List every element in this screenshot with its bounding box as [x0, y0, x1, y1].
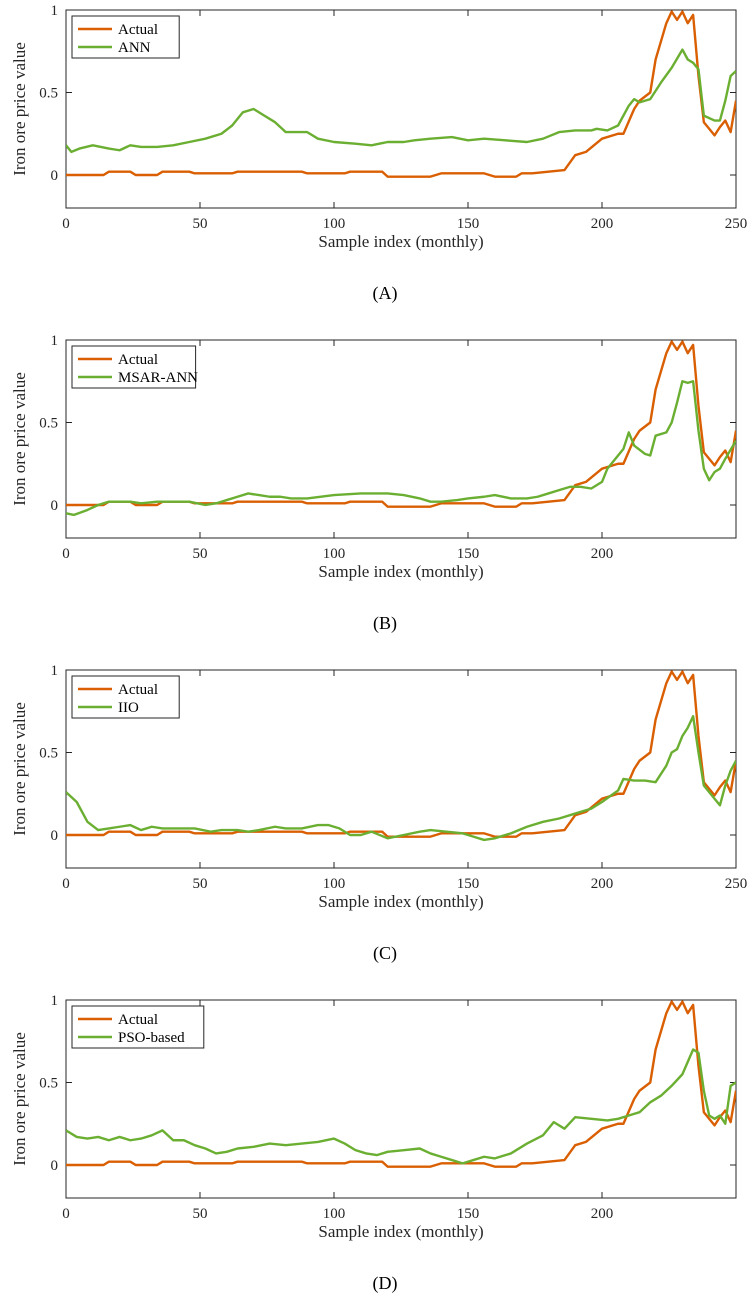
chart-panel: 0 50 100 150 200 250 0 0.5 1 Actual IIO Sample inde…	[10, 663, 747, 964]
legend-entry: ANN	[118, 40, 151, 56]
x-tick-label: 200	[591, 1206, 614, 1222]
panel-caption: (C)	[373, 943, 397, 964]
x-tick-label: 150	[457, 876, 480, 892]
legend-box	[71, 675, 180, 719]
legend: Actual MSAR-ANN	[71, 345, 198, 389]
x-tick-label: 50	[193, 216, 208, 232]
legend-entry: PSO-based	[118, 1030, 185, 1046]
x-tick-label: 0	[62, 876, 70, 892]
legend-box	[71, 15, 180, 59]
y-tick-label: 0.5	[39, 1076, 58, 1092]
series-line-actual	[66, 1000, 736, 1168]
y-tick-label: 1	[51, 333, 59, 349]
x-tick-label: 150	[457, 216, 480, 232]
legend-entry: Actual	[118, 1012, 158, 1028]
legend: Actual ANN	[71, 15, 180, 59]
x-tick-label: 100	[323, 546, 346, 562]
x-tick-label: 50	[193, 546, 208, 562]
x-tick-label: 100	[323, 216, 346, 232]
x-tick-label: 100	[323, 1206, 346, 1222]
series-line-pso-based	[66, 1048, 736, 1165]
panel-caption: (B)	[373, 613, 397, 634]
x-tick-label: 50	[193, 876, 208, 892]
y-axis-label: Iron ore price value	[10, 1032, 29, 1166]
x-axis-label: Sample index (monthly)	[318, 1222, 483, 1241]
legend-entry: Actual	[118, 352, 158, 368]
legend-entry: Actual	[118, 22, 158, 38]
series-line-msar-ann	[66, 380, 736, 517]
y-tick-label: 1	[51, 663, 59, 679]
legend-entry: Actual	[118, 682, 158, 698]
legend-box	[71, 1005, 205, 1049]
chart-panel: 0 50 100 150 200 250 0 0.5 1 Actual ANN Sample inde…	[10, 3, 747, 304]
series-line-iio	[66, 715, 736, 842]
y-tick-label: 0.5	[39, 746, 58, 762]
y-tick-label: 0	[51, 1158, 59, 1174]
y-tick-label: 0.5	[39, 86, 58, 102]
series-line-ann	[66, 48, 736, 154]
y-tick-label: 1	[51, 993, 59, 1009]
x-tick-label: 50	[193, 1206, 208, 1222]
legend: Actual IIO	[71, 675, 180, 719]
panel-caption: (A)	[373, 283, 398, 304]
legend: Actual PSO-based	[71, 1005, 205, 1049]
y-axis-label: Iron ore price value	[10, 702, 29, 836]
y-tick-label: 0.5	[39, 416, 58, 432]
x-axis-label: Sample index (monthly)	[318, 892, 483, 911]
x-tick-label: 0	[62, 1206, 70, 1222]
x-tick-label: 0	[62, 216, 70, 232]
y-axis-label: Iron ore price value	[10, 372, 29, 506]
legend-entry: IIO	[118, 700, 139, 716]
x-tick-label: 250	[725, 876, 748, 892]
series-line-actual	[66, 10, 736, 178]
legend-entry: MSAR-ANN	[118, 370, 198, 386]
legend-box	[71, 345, 197, 389]
y-tick-label: 0	[51, 168, 59, 184]
x-tick-label: 200	[591, 546, 614, 562]
chart-panel: 0 50 100 150 200 0 0.5 1 Actual MSAR-ANN Sample in…	[10, 333, 737, 634]
x-axis-label: Sample index (monthly)	[318, 232, 483, 251]
x-tick-label: 250	[725, 216, 748, 232]
panel-caption: (D)	[373, 1273, 398, 1294]
x-tick-label: 200	[591, 216, 614, 232]
series-line-actual	[66, 670, 736, 838]
y-tick-label: 1	[51, 3, 59, 19]
y-tick-label: 0	[51, 828, 59, 844]
y-axis-label: Iron ore price value	[10, 42, 29, 176]
x-tick-label: 0	[62, 546, 70, 562]
y-tick-label: 0	[51, 498, 59, 514]
x-tick-label: 150	[457, 546, 480, 562]
x-tick-label: 100	[323, 876, 346, 892]
chart-panel: 0 50 100 150 200 0 0.5 1 Actual PSO-based Sample i…	[10, 993, 737, 1294]
x-axis-label: Sample index (monthly)	[318, 562, 483, 581]
x-tick-label: 150	[457, 1206, 480, 1222]
x-tick-label: 200	[591, 876, 614, 892]
